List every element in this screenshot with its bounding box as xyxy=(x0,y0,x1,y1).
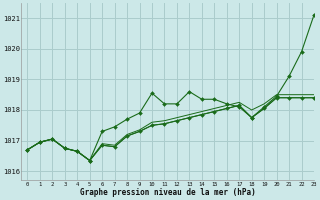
X-axis label: Graphe pression niveau de la mer (hPa): Graphe pression niveau de la mer (hPa) xyxy=(80,188,255,197)
